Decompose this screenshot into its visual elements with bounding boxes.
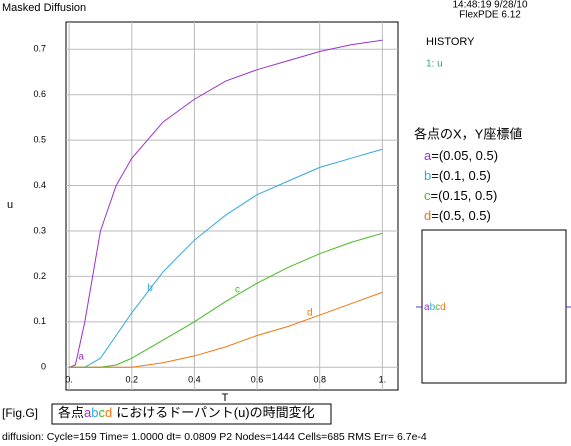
timestamp: 14:48:19 9/28/10	[452, 0, 528, 11]
legend-location: =(0.05, 0.5)	[431, 148, 498, 163]
plot-frame	[65, 21, 399, 391]
legend-entry: a=(0.05, 0.5)	[424, 148, 498, 163]
y-tick-label: 0.2	[33, 271, 46, 281]
legend-location: =(0.1, 0.5)	[431, 168, 491, 183]
legend-entry: d=(0.5, 0.5)	[424, 208, 491, 223]
x-tick-label: 0.2	[126, 374, 139, 384]
chart-title: Masked Diffusion	[2, 2, 86, 14]
x-tick-label: 0.4	[188, 374, 201, 384]
legend-key: c	[424, 188, 431, 203]
curve-label: b	[147, 283, 153, 294]
curve-label: d	[307, 307, 313, 318]
y-axis-label: u	[7, 199, 13, 211]
y-tick-label: 0.6	[33, 89, 46, 99]
x-tick-label: 1.	[379, 374, 387, 384]
mask-label: d	[440, 302, 446, 313]
legend-entry: c=(0.15, 0.5)	[424, 188, 497, 203]
x-tick-label: 0.	[65, 374, 73, 384]
legend-location: =(0.5, 0.5)	[431, 208, 491, 223]
legend-key: a	[424, 148, 432, 163]
software: FlexPDE 6.12	[459, 10, 521, 21]
curve-label: a	[78, 352, 84, 363]
history-entry: 1: u	[426, 59, 443, 70]
legend-location: =(0.15, 0.5)	[431, 188, 498, 203]
y-tick-label: 0.5	[33, 134, 46, 144]
caption-letter: b	[91, 405, 98, 420]
legend-entry: b=(0.1, 0.5)	[424, 168, 491, 183]
y-tick-label: 0.7	[33, 44, 46, 54]
caption-letter: a	[84, 405, 92, 420]
caption: 各点abcd におけるドーパント(u)の時間変化	[58, 405, 315, 420]
series-line	[69, 148, 383, 368]
x-axis-label: T	[222, 392, 229, 404]
mask-label: b	[430, 302, 436, 313]
legend-key: d	[424, 208, 431, 223]
curve-label: c	[235, 284, 240, 295]
y-tick-label: 0.3	[33, 225, 46, 235]
x-tick-label: 0.8	[313, 374, 326, 384]
y-tick-label: 0.4	[33, 180, 46, 190]
series-line	[68, 39, 383, 368]
caption-suffix: におけるドーパント(u)の時間変化	[116, 405, 314, 420]
y-tick-label: 0.1	[33, 316, 46, 326]
caption-letter: d	[105, 405, 112, 420]
legend-title: 各点のX，Y座標値	[414, 126, 522, 141]
y-tick-label: 0	[41, 362, 46, 372]
caption-letter: c	[98, 405, 105, 420]
caption-box	[51, 403, 332, 425]
status-line: diffusion: Cycle=159 Time= 1.0000 dt= 0.…	[2, 431, 427, 443]
mask-label: c	[435, 302, 440, 313]
caption-prefix: 各点	[58, 405, 84, 420]
series-line	[69, 291, 383, 368]
mask-label: a	[424, 302, 430, 313]
mask-labels: abcd	[424, 302, 446, 313]
x-tick-label: 0.6	[251, 374, 264, 384]
history-title: HISTORY	[426, 36, 475, 48]
fig-label: [Fig.G]	[2, 406, 38, 420]
legend-key: b	[424, 168, 431, 183]
